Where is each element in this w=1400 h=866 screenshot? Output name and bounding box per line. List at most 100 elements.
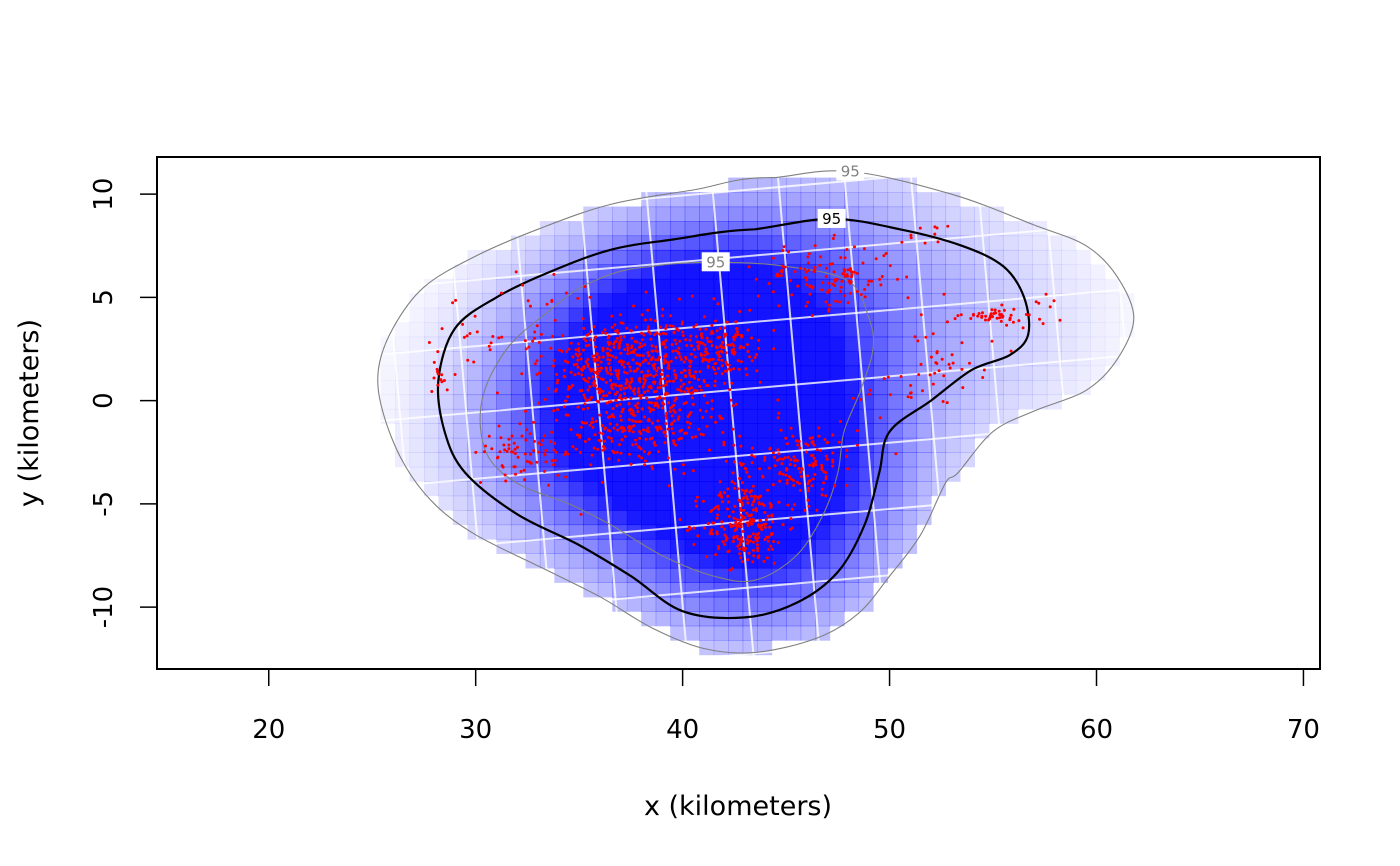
location-point (653, 367, 656, 371)
location-point (945, 320, 949, 324)
density-cell (568, 235, 584, 251)
location-point (664, 383, 668, 387)
location-point (977, 312, 981, 315)
location-point (432, 360, 436, 364)
location-point (639, 432, 643, 436)
density-cell (887, 437, 903, 453)
location-point (698, 327, 702, 331)
location-point (598, 413, 602, 417)
location-point (646, 327, 650, 331)
density-cell (742, 466, 758, 482)
location-point (839, 285, 843, 289)
density-cell (510, 394, 526, 410)
location-point (662, 384, 666, 388)
location-point (637, 454, 641, 458)
density-cell (902, 351, 918, 367)
density-cell (887, 206, 903, 222)
density-cell (496, 322, 512, 338)
density-cell (626, 596, 642, 612)
location-point (785, 478, 789, 482)
location-point (617, 458, 621, 462)
location-point (781, 249, 785, 252)
location-point (598, 391, 602, 395)
location-point (733, 486, 737, 490)
location-point (588, 423, 592, 427)
location-point (884, 252, 888, 255)
location-point (610, 314, 614, 318)
location-point (852, 270, 856, 274)
location-point (808, 292, 812, 296)
location-point (642, 450, 646, 454)
location-point (595, 372, 599, 376)
density-cell (684, 307, 700, 323)
density-cell (1075, 249, 1091, 265)
location-point (715, 516, 719, 520)
density-cell (424, 336, 440, 352)
density-cell (1017, 365, 1033, 381)
density-cell (1061, 322, 1077, 338)
location-point (641, 354, 645, 358)
location-point (773, 455, 777, 459)
density-cell (1090, 278, 1106, 294)
location-point (698, 370, 702, 374)
density-cell (873, 177, 889, 193)
density-cell (670, 510, 686, 526)
location-point (767, 535, 771, 539)
location-point (567, 385, 571, 389)
location-point (543, 434, 546, 438)
location-point (482, 450, 486, 454)
location-point (634, 438, 638, 442)
grid-line-vertical (974, 157, 1022, 669)
density-cell (873, 322, 889, 338)
location-point (564, 450, 568, 454)
location-point (863, 295, 867, 299)
location-point (1048, 305, 1052, 309)
location-point (721, 540, 725, 544)
location-point (525, 428, 529, 432)
location-point (733, 482, 737, 485)
density-cell (438, 394, 454, 410)
x-axis-title: x (kilometers) (644, 791, 832, 822)
location-point (614, 356, 618, 360)
location-point (776, 398, 780, 402)
location-point (874, 257, 878, 261)
density-cell (510, 452, 526, 468)
density-cell (583, 524, 599, 540)
location-point (694, 370, 698, 374)
location-point (699, 432, 703, 436)
density-cell (873, 510, 889, 526)
location-point (1017, 319, 1021, 323)
location-point (699, 388, 703, 392)
density-cell (858, 264, 874, 280)
density-cell (931, 351, 947, 367)
contour-line-estimate (436, 217, 1031, 620)
location-point (672, 419, 676, 423)
location-point (795, 480, 799, 484)
density-cell (887, 452, 903, 468)
location-point (656, 386, 660, 390)
density-cell (554, 249, 570, 265)
location-point (647, 452, 651, 456)
location-point (563, 453, 567, 457)
density-cell (684, 278, 700, 294)
density-cell (424, 466, 440, 482)
density-cell (815, 336, 831, 352)
location-point (642, 382, 646, 386)
location-point (590, 453, 594, 457)
location-point (451, 301, 455, 305)
density-cell (902, 293, 918, 309)
density-cell (1017, 235, 1033, 251)
density-cell (728, 206, 744, 222)
location-point (817, 426, 821, 430)
location-point (724, 535, 728, 539)
location-point (604, 366, 608, 370)
location-point (998, 316, 1002, 320)
density-cell (539, 553, 555, 569)
density-cell (858, 192, 874, 208)
location-point (746, 350, 750, 353)
location-point (700, 332, 703, 336)
location-point (846, 268, 850, 272)
location-point (609, 436, 613, 440)
density-cell (583, 553, 599, 569)
location-point (753, 455, 757, 459)
